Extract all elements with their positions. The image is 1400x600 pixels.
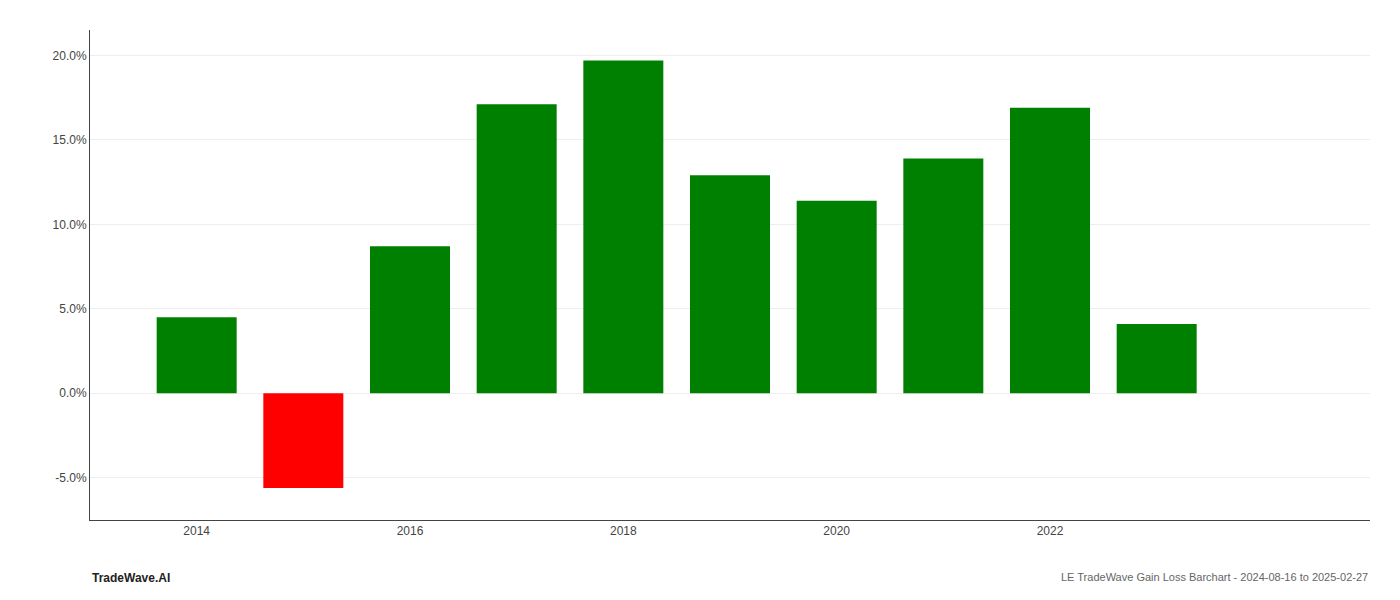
svg-text:10.0%: 10.0%	[53, 218, 87, 232]
svg-text:2018: 2018	[610, 524, 637, 538]
svg-text:2022: 2022	[1037, 524, 1064, 538]
svg-text:-5.0%: -5.0%	[55, 471, 87, 485]
svg-text:20.0%: 20.0%	[53, 49, 87, 63]
svg-text:2016: 2016	[397, 524, 424, 538]
svg-text:0.0%: 0.0%	[59, 386, 87, 400]
svg-text:TradeWave.AI: TradeWave.AI	[92, 571, 170, 585]
svg-text:5.0%: 5.0%	[59, 302, 87, 316]
svg-text:2020: 2020	[823, 524, 850, 538]
svg-text:2014: 2014	[183, 524, 210, 538]
svg-text:15.0%: 15.0%	[53, 133, 87, 147]
svg-text:LE TradeWave Gain Loss Barchar: LE TradeWave Gain Loss Barchart - 2024-0…	[1061, 571, 1368, 583]
